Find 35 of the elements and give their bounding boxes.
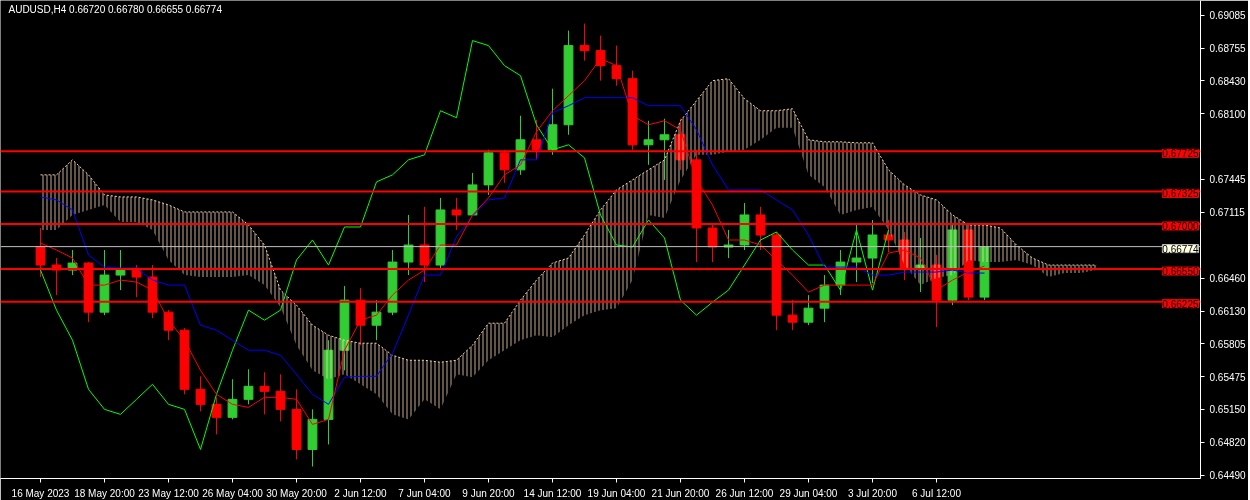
x-tick-label: 18 May 20:00 — [74, 487, 136, 499]
ref-line-label: 0.66225 — [1162, 298, 1199, 310]
ref-line-label: 0.67325 — [1162, 188, 1199, 200]
x-tick-label: 26 May 04:00 — [202, 487, 264, 499]
y-tick-label: 0.66460 — [1209, 273, 1247, 285]
y-tick-label: 0.65475 — [1209, 371, 1247, 383]
x-tick-label: 19 Jun 04:00 — [587, 487, 646, 499]
ref-line-label: 0.66550 — [1162, 266, 1199, 278]
x-tick-label: 23 May 12:00 — [138, 487, 200, 499]
x-tick-label: 30 May 20:00 — [266, 487, 328, 499]
ref-line-label: 0.67000 — [1162, 220, 1199, 232]
y-tick-label: 0.69085 — [1209, 10, 1247, 22]
y-tick-label: 0.68100 — [1209, 108, 1247, 120]
chart-title: AUDUSD,H4 0.66720 0.66780 0.66655 0.66774 — [8, 3, 223, 15]
y-tick-label: 0.65150 — [1209, 404, 1247, 416]
x-tick-label: 6 Jul 12:00 — [912, 487, 962, 499]
x-tick-label: 29 Jun 04:00 — [779, 487, 838, 499]
y-tick-label: 0.67115 — [1209, 207, 1246, 219]
x-tick-label: 3 Jul 20:00 — [848, 487, 898, 499]
x-tick-label: 21 Jun 20:00 — [651, 487, 710, 499]
ref-line-label: 0.67725 — [1162, 148, 1199, 160]
x-tick-label: 26 Jun 12:00 — [715, 487, 774, 499]
x-tick-label: 2 Jun 12:00 — [334, 487, 388, 499]
ref-line-label: 0.66774 — [1162, 243, 1199, 255]
x-tick-label: 16 May 2023 — [11, 487, 70, 499]
x-tick-label: 9 Jun 20:00 — [462, 487, 516, 499]
y-tick-label: 0.64820 — [1209, 437, 1247, 449]
y-tick-label: 0.67445 — [1209, 174, 1247, 186]
y-tick-label: 0.68430 — [1209, 75, 1247, 87]
y-tick-label: 0.64490 — [1209, 470, 1247, 482]
y-tick-label: 0.66130 — [1209, 306, 1247, 318]
y-tick-label: 0.65805 — [1209, 338, 1247, 350]
x-tick-label: 14 Jun 12:00 — [523, 487, 582, 499]
x-tick-label: 7 Jun 04:00 — [398, 487, 452, 499]
y-tick-label: 0.68755 — [1209, 43, 1247, 55]
